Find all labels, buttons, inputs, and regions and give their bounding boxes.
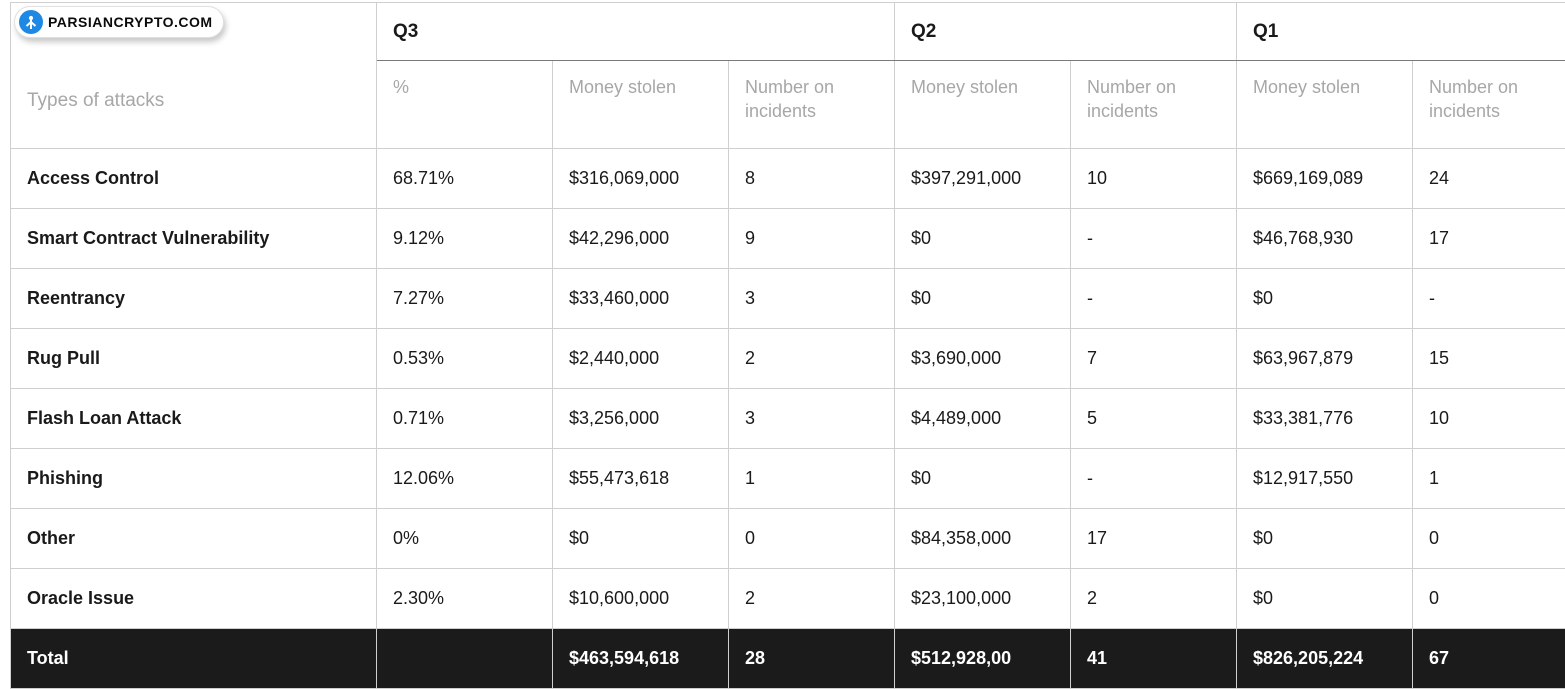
row-label: Reentrancy bbox=[11, 269, 377, 329]
cell-q2-money: $23,100,000 bbox=[895, 569, 1071, 629]
total-q1-inc: 67 bbox=[1413, 629, 1565, 689]
cell-q3-money: $316,069,000 bbox=[553, 149, 729, 209]
cell-q3-money: $10,600,000 bbox=[553, 569, 729, 629]
header-q1-inc: Number on incidents bbox=[1413, 61, 1565, 149]
cell-q2-money: $0 bbox=[895, 449, 1071, 509]
attacks-table: Types of attacks Q3 Q2 Q1 % Money stolen… bbox=[10, 2, 1565, 689]
cell-q3-money: $33,460,000 bbox=[553, 269, 729, 329]
header-row-quarters: Types of attacks Q3 Q2 Q1 bbox=[11, 3, 1565, 61]
cell-q2-money: $3,690,000 bbox=[895, 329, 1071, 389]
cell-q3-inc: 8 bbox=[729, 149, 895, 209]
cell-q2-inc: - bbox=[1071, 209, 1237, 269]
cell-q3-money: $55,473,618 bbox=[553, 449, 729, 509]
cell-q3-inc: 9 bbox=[729, 209, 895, 269]
table-row-total: Total $463,594,61828$512,928,0041$826,205… bbox=[11, 629, 1565, 689]
table-row: Flash Loan Attack0.71%$3,256,0003$4,489,… bbox=[11, 389, 1565, 449]
cell-q3-pct: 12.06% bbox=[377, 449, 553, 509]
cell-q1-inc: - bbox=[1413, 269, 1565, 329]
cell-q3-pct: 0.53% bbox=[377, 329, 553, 389]
cell-q1-money: $669,169,089 bbox=[1237, 149, 1413, 209]
cell-q1-money: $0 bbox=[1237, 269, 1413, 329]
cell-q1-money: $0 bbox=[1237, 569, 1413, 629]
total-label: Total bbox=[11, 629, 377, 689]
cell-q2-inc: 7 bbox=[1071, 329, 1237, 389]
logo-icon bbox=[19, 10, 43, 34]
table-row: Rug Pull0.53%$2,440,0002$3,690,0007$63,9… bbox=[11, 329, 1565, 389]
cell-q3-money: $42,296,000 bbox=[553, 209, 729, 269]
cell-q3-money: $3,256,000 bbox=[553, 389, 729, 449]
cell-q2-inc: - bbox=[1071, 449, 1237, 509]
cell-q3-pct: 0% bbox=[377, 509, 553, 569]
header-q1: Q1 bbox=[1237, 3, 1565, 61]
row-label: Flash Loan Attack bbox=[11, 389, 377, 449]
cell-q1-inc: 24 bbox=[1413, 149, 1565, 209]
cell-q1-inc: 10 bbox=[1413, 389, 1565, 449]
row-label: Oracle Issue bbox=[11, 569, 377, 629]
cell-q2-inc: 17 bbox=[1071, 509, 1237, 569]
cell-q2-money: $397,291,000 bbox=[895, 149, 1071, 209]
cell-q3-inc: 3 bbox=[729, 389, 895, 449]
header-q1-money: Money stolen bbox=[1237, 61, 1413, 149]
watermark-text: PARSIANCRYPTO.COM bbox=[48, 14, 213, 30]
cell-q3-money: $2,440,000 bbox=[553, 329, 729, 389]
cell-q3-inc: 1 bbox=[729, 449, 895, 509]
total-q3-pct bbox=[377, 629, 553, 689]
cell-q3-inc: 2 bbox=[729, 329, 895, 389]
cell-q3-pct: 2.30% bbox=[377, 569, 553, 629]
header-q2-inc: Number on incidents bbox=[1071, 61, 1237, 149]
cell-q3-pct: 0.71% bbox=[377, 389, 553, 449]
row-label: Phishing bbox=[11, 449, 377, 509]
total-q3-money: $463,594,618 bbox=[553, 629, 729, 689]
table-row: Access Control68.71%$316,069,0008$397,29… bbox=[11, 149, 1565, 209]
cell-q2-money: $4,489,000 bbox=[895, 389, 1071, 449]
cell-q2-money: $0 bbox=[895, 269, 1071, 329]
total-q1-money: $826,205,224 bbox=[1237, 629, 1413, 689]
table-row: Reentrancy7.27%$33,460,0003$0-$0- bbox=[11, 269, 1565, 329]
cell-q1-money: $46,768,930 bbox=[1237, 209, 1413, 269]
table-row: Smart Contract Vulnerability9.12%$42,296… bbox=[11, 209, 1565, 269]
row-label: Smart Contract Vulnerability bbox=[11, 209, 377, 269]
cell-q1-inc: 0 bbox=[1413, 509, 1565, 569]
cell-q1-money: $12,917,550 bbox=[1237, 449, 1413, 509]
cell-q1-money: $63,967,879 bbox=[1237, 329, 1413, 389]
header-q3-money: Money stolen bbox=[553, 61, 729, 149]
table-row: Oracle Issue2.30%$10,600,0002$23,100,000… bbox=[11, 569, 1565, 629]
cell-q3-pct: 9.12% bbox=[377, 209, 553, 269]
cell-q3-inc: 0 bbox=[729, 509, 895, 569]
cell-q1-inc: 15 bbox=[1413, 329, 1565, 389]
watermark-badge: PARSIANCRYPTO.COM bbox=[14, 6, 224, 38]
table-row: Other0%$00$84,358,00017$00 bbox=[11, 509, 1565, 569]
attacks-table-wrapper: Types of attacks Q3 Q2 Q1 % Money stolen… bbox=[0, 0, 1565, 663]
header-q2: Q2 bbox=[895, 3, 1237, 61]
cell-q1-inc: 17 bbox=[1413, 209, 1565, 269]
cell-q1-inc: 0 bbox=[1413, 569, 1565, 629]
cell-q2-money: $84,358,000 bbox=[895, 509, 1071, 569]
total-q3-inc: 28 bbox=[729, 629, 895, 689]
table-row: Phishing12.06%$55,473,6181$0-$12,917,550… bbox=[11, 449, 1565, 509]
cell-q2-money: $0 bbox=[895, 209, 1071, 269]
cell-q3-pct: 7.27% bbox=[377, 269, 553, 329]
total-q2-inc: 41 bbox=[1071, 629, 1237, 689]
cell-q1-money: $0 bbox=[1237, 509, 1413, 569]
cell-q3-pct: 68.71% bbox=[377, 149, 553, 209]
row-label: Other bbox=[11, 509, 377, 569]
cell-q2-inc: 5 bbox=[1071, 389, 1237, 449]
total-q2-money: $512,928,00 bbox=[895, 629, 1071, 689]
cell-q1-money: $33,381,776 bbox=[1237, 389, 1413, 449]
cell-q1-inc: 1 bbox=[1413, 449, 1565, 509]
cell-q2-inc: 2 bbox=[1071, 569, 1237, 629]
cell-q2-inc: 10 bbox=[1071, 149, 1237, 209]
row-label: Rug Pull bbox=[11, 329, 377, 389]
header-q2-money: Money stolen bbox=[895, 61, 1071, 149]
row-label: Access Control bbox=[11, 149, 377, 209]
cell-q3-money: $0 bbox=[553, 509, 729, 569]
header-q3-inc: Number on incidents bbox=[729, 61, 895, 149]
header-q3: Q3 bbox=[377, 3, 895, 61]
cell-q3-inc: 3 bbox=[729, 269, 895, 329]
header-q3-pct: % bbox=[377, 61, 553, 149]
cell-q3-inc: 2 bbox=[729, 569, 895, 629]
cell-q2-inc: - bbox=[1071, 269, 1237, 329]
